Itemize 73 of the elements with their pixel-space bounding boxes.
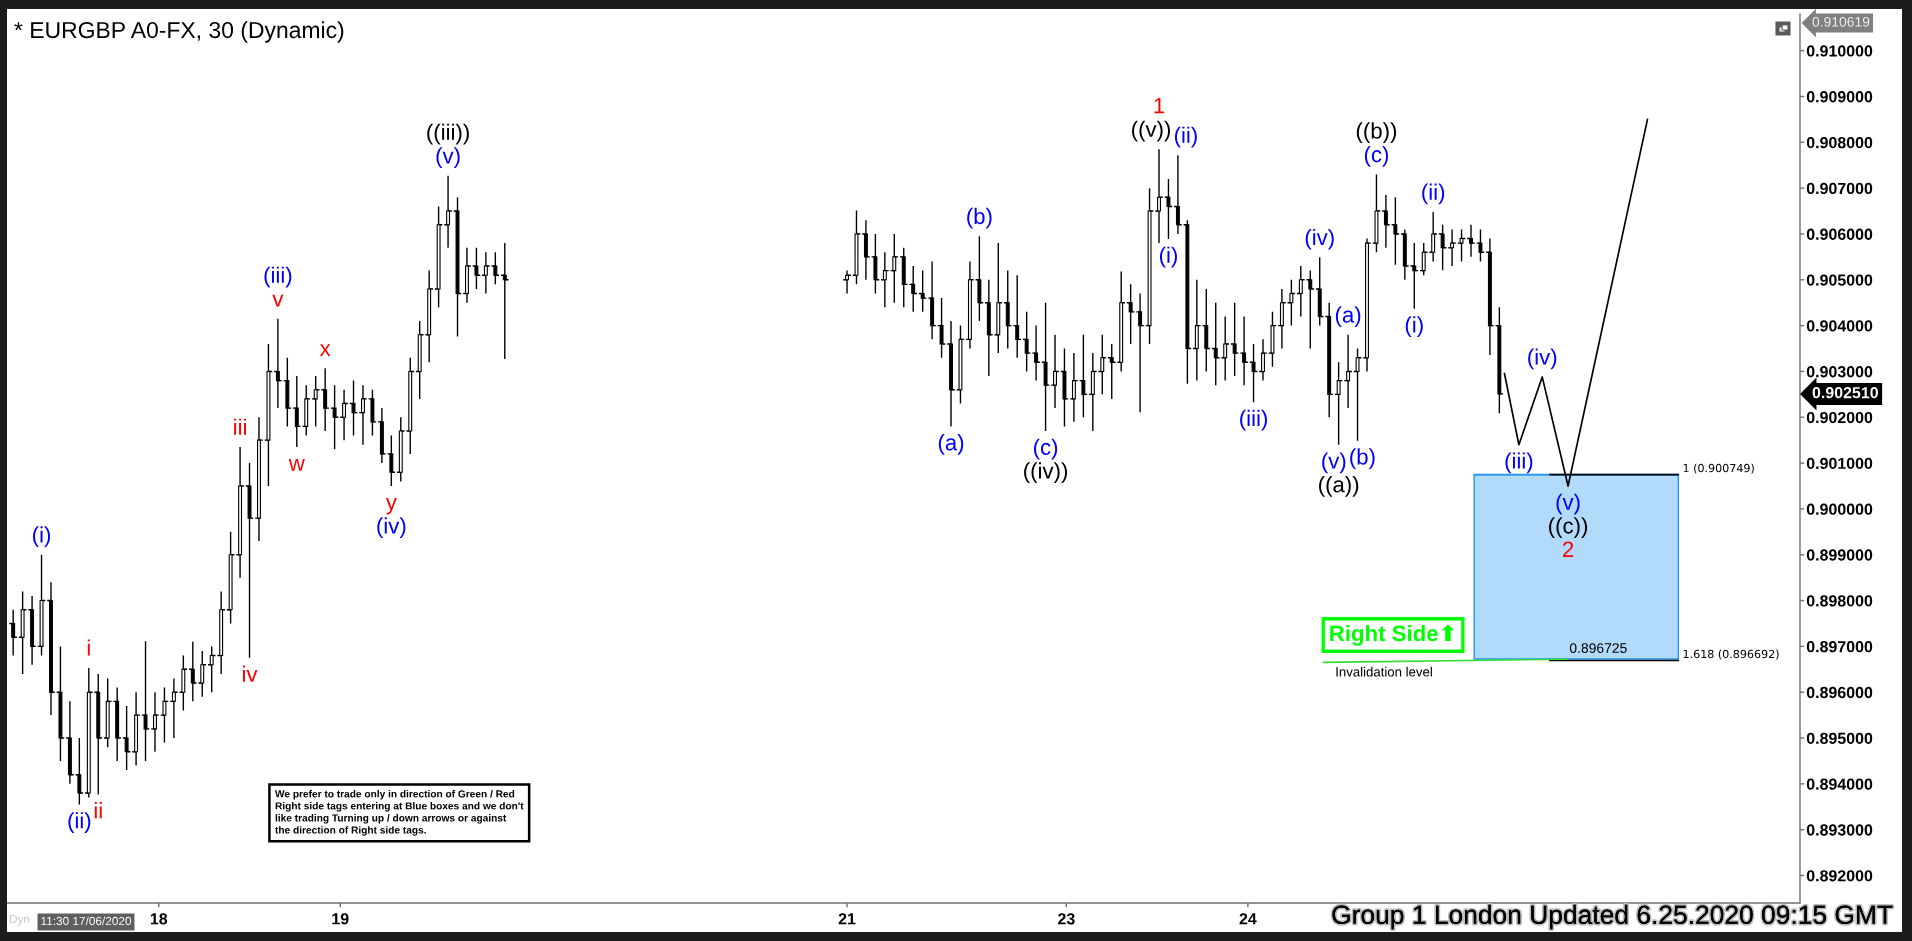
annotation: ((c)) <box>1549 517 1588 539</box>
text: 0.902510 <box>1812 386 1878 399</box>
text: Group 1 London Updated 6.25.2020 09:15 GMT <box>1332 904 1893 930</box>
annotation: (ii) <box>1422 183 1445 205</box>
annotation: (v) <box>436 147 460 169</box>
y-tick-label: 0.895000 <box>1806 732 1873 744</box>
x-tick-label: 21 <box>838 913 856 925</box>
y-tick-label: 0.907000 <box>1806 182 1873 195</box>
y-tick-label: 0.901000 <box>1806 457 1873 470</box>
annotation: ii <box>94 802 102 819</box>
y-tick-label: 0.909000 <box>1806 91 1873 103</box>
annotation: iii <box>234 418 246 435</box>
x-tick-label: 18 <box>150 913 168 925</box>
x-tick-label: 19 <box>332 913 349 925</box>
annotation: 2 <box>1563 541 1574 558</box>
annotation: w <box>288 459 305 471</box>
annotation: (a) <box>938 434 964 455</box>
annotation: (ii) <box>1174 126 1197 148</box>
annotation: Right Side⬆ <box>1330 624 1454 646</box>
text: 11:30 17/06/2020 <box>41 916 132 926</box>
annotation: 0.896725 <box>1569 643 1627 653</box>
y-tick-label: 0.905000 <box>1806 274 1873 286</box>
annotation: y <box>385 498 397 515</box>
annotation: (iii) <box>1240 409 1267 431</box>
y-tick-label: 0.904000 <box>1806 320 1873 332</box>
chart-title: * EURGBP A0-FX, 30 (Dynamic) <box>14 21 344 43</box>
annotation: (b) <box>967 207 992 229</box>
annotation: x <box>319 344 331 356</box>
annotation: (c) <box>1364 145 1389 167</box>
annotation: Invalidation level <box>1336 666 1432 677</box>
annotation: 1 <box>1154 97 1165 114</box>
y-tick-label: 0.903000 <box>1806 366 1873 378</box>
annotation: ((iv)) <box>1024 462 1068 484</box>
y-tick-label: 0.910000 <box>1806 45 1873 57</box>
annotation: v <box>272 294 284 307</box>
annotation: (i) <box>1159 246 1177 268</box>
annotation: (a) <box>1335 306 1361 328</box>
annotation: (iii) <box>1505 452 1533 474</box>
y-tick-label: 0.900000 <box>1806 503 1873 515</box>
x-tick-label: 23 <box>1058 913 1075 925</box>
y-tick-label: 0.906000 <box>1806 228 1873 240</box>
y-tick-label: 0.894000 <box>1806 778 1873 790</box>
annotation: (iv) <box>377 517 406 539</box>
y-tick-label: 0.897000 <box>1806 641 1873 653</box>
annotation: (b) <box>1350 448 1375 470</box>
annotation: iv <box>242 665 258 682</box>
annotation: (ii) <box>68 812 91 833</box>
y-tick-label: 0.892000 <box>1806 870 1873 882</box>
data-label: 1 (0.900749) <box>1683 463 1754 474</box>
annotation: ((b)) <box>1356 122 1397 144</box>
annotation: (c) <box>1033 438 1058 460</box>
y-tick-label: 0.893000 <box>1806 824 1873 836</box>
text: 0.910619 <box>1812 16 1870 27</box>
annotation: (iv) <box>1528 348 1557 370</box>
annotation: (iv) <box>1305 228 1334 250</box>
annotation: (v) <box>1322 452 1346 474</box>
y-tick-label: 0.896000 <box>1806 686 1873 699</box>
data-label: 1.618 (0.896692) <box>1683 649 1779 660</box>
y-tick-label: 0.908000 <box>1806 136 1873 149</box>
annotation: We prefer to trade only in direction of Green / Red Right side tags entering at Blue boxes and we don't like trading Turning up / down arrows or against the direction of Right side tags. <box>275 790 524 836</box>
y-tick-label: 0.898000 <box>1806 595 1873 607</box>
y-tick-label: 0.899000 <box>1806 549 1873 561</box>
annotation: ((v)) <box>1132 120 1171 142</box>
annotation: i <box>87 639 90 656</box>
annotation: (i) <box>1405 316 1423 338</box>
y-tick-label: 0.902000 <box>1806 411 1873 424</box>
annotation: ((iii)) <box>427 123 469 145</box>
annotation: (v) <box>1556 493 1580 515</box>
annotation: (i) <box>33 526 51 548</box>
text: Dyn <box>9 914 30 926</box>
annotation: ((a)) <box>1319 476 1359 497</box>
annotation: (iii) <box>264 266 292 288</box>
x-tick-label: 24 <box>1239 913 1257 925</box>
